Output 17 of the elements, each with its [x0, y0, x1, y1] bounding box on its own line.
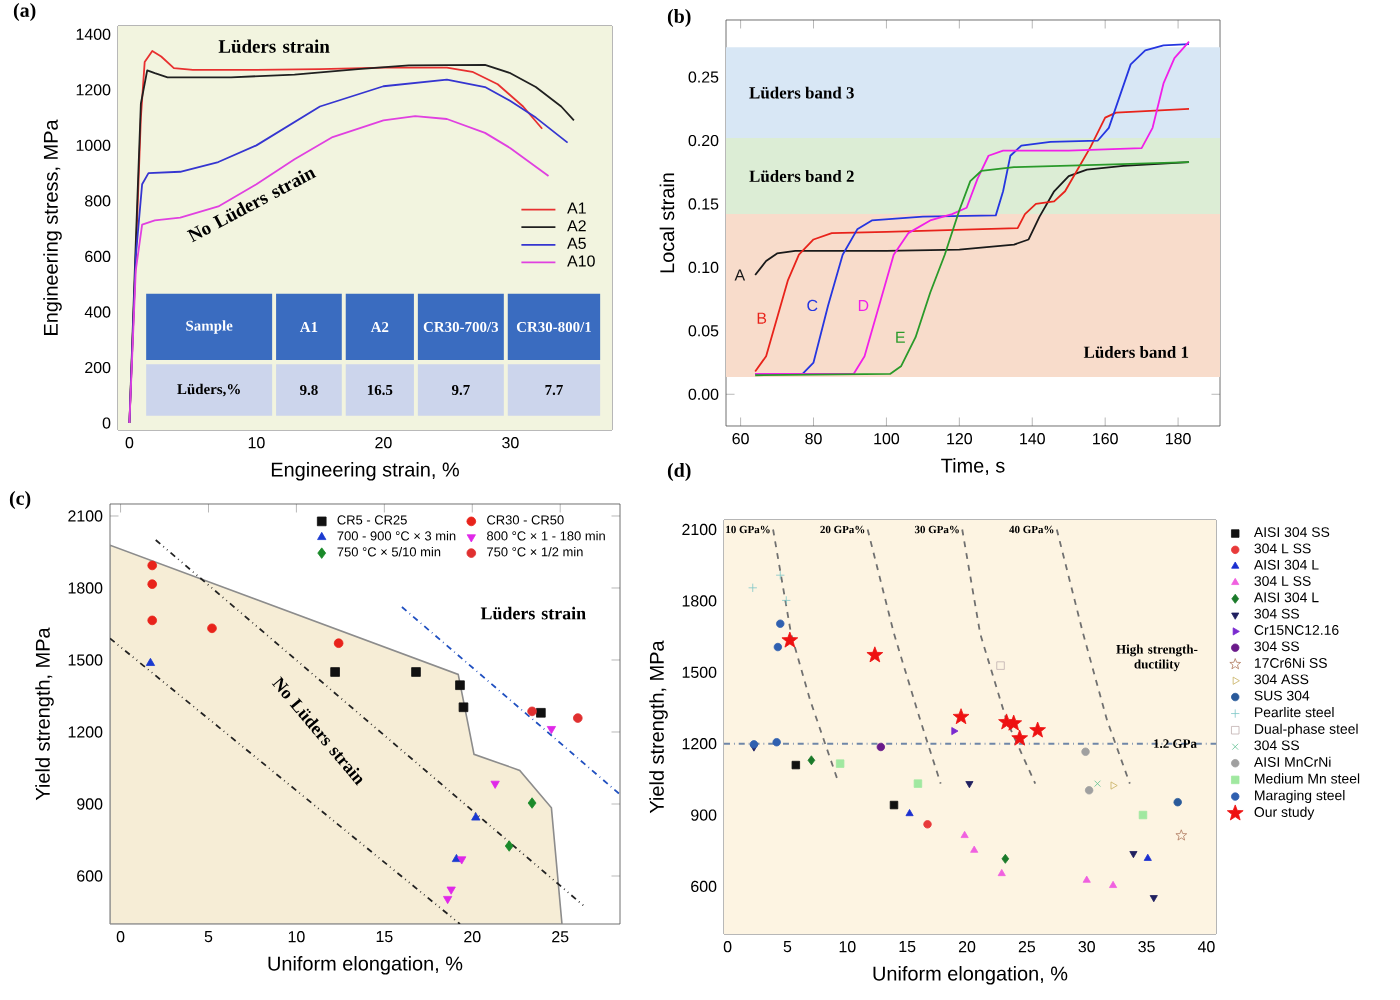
chart-title: (d): [667, 462, 691, 482]
annotation: Lüders strain: [218, 39, 330, 53]
x-axis-title: Uniform elongation, %: [873, 966, 1068, 985]
y-axis-title: Yield strength, MPa: [35, 627, 54, 801]
annotation: Lüders strain: [480, 606, 586, 620]
x-axis-title: Engineering strain, %: [271, 462, 459, 481]
band-label: Lüders band 3: [749, 86, 854, 99]
x-axis-title: Time, s: [941, 458, 1005, 475]
x-axis-title: Uniform elongation, %: [268, 956, 463, 975]
band-label: Lüders band 1: [1083, 346, 1189, 358]
y-axis-title: Engineering stress, MPa: [43, 119, 62, 335]
band-label: Lüders band 2: [749, 170, 854, 183]
chart-title: (a): [13, 2, 36, 22]
y-axis-title: Yield strength, MPa: [649, 640, 668, 814]
chart-title: (c): [9, 490, 31, 510]
chart-title: (b): [667, 8, 691, 28]
y-axis-title: Local strain: [659, 173, 675, 273]
